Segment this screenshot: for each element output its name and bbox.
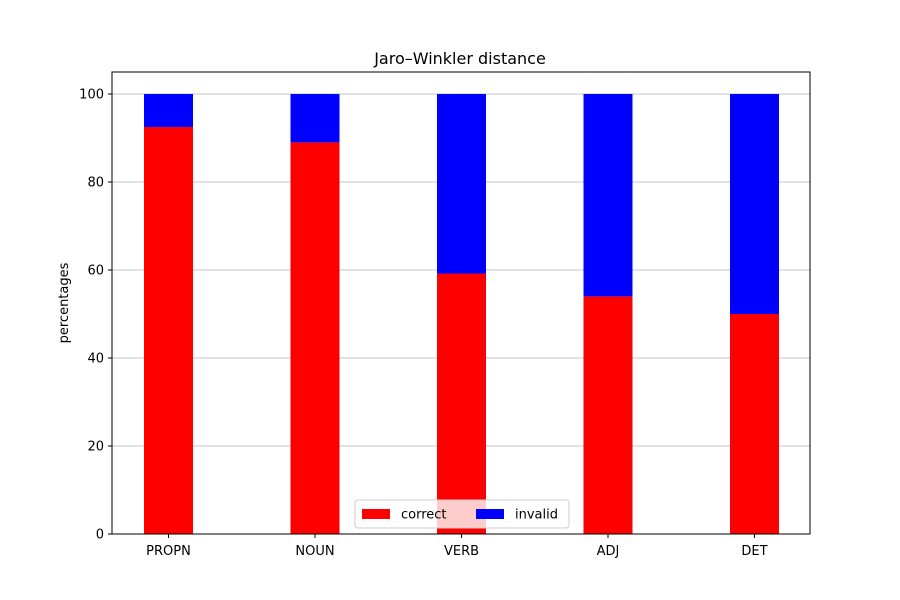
x-tick-label: DET <box>741 544 767 559</box>
legend-label-correct: correct <box>401 508 447 523</box>
y-tick-label: 0 <box>96 528 104 543</box>
x-axis: PROPN NOUN VERB ADJ DET <box>146 534 768 559</box>
bar-invalid-adj <box>583 94 633 297</box>
legend: correct invalid <box>354 499 570 529</box>
y-tick-label: 20 <box>87 440 104 455</box>
legend-label-invalid: invalid <box>515 508 558 523</box>
bar-invalid-det <box>730 94 779 314</box>
legend-swatch-correct <box>362 509 390 519</box>
bar-invalid-verb <box>437 94 486 274</box>
bar-invalid-noun <box>290 94 340 143</box>
y-tick-label: 60 <box>87 264 104 279</box>
chart-title: Jaro–Winkler distance <box>373 49 546 68</box>
bars <box>144 94 779 534</box>
legend-box <box>354 499 570 529</box>
bar-correct-noun <box>290 142 340 534</box>
x-tick-label: ADJ <box>597 544 620 559</box>
bar-correct-verb <box>437 273 486 534</box>
x-tick-label: PROPN <box>146 544 191 559</box>
y-axis-label: percentages <box>57 262 72 343</box>
x-tick-label: VERB <box>444 544 479 559</box>
y-tick-label: 40 <box>87 352 104 367</box>
bar-correct-adj <box>583 296 633 534</box>
legend-swatch-invalid <box>476 509 504 519</box>
y-axis: 0 20 40 60 80 100 <box>79 88 112 543</box>
x-tick-label: NOUN <box>295 544 334 559</box>
y-tick-label: 100 <box>79 88 104 103</box>
bar-correct-det <box>730 314 779 534</box>
y-tick-label: 80 <box>87 176 104 191</box>
bar-correct-propn <box>144 127 193 534</box>
bar-invalid-propn <box>144 94 193 127</box>
